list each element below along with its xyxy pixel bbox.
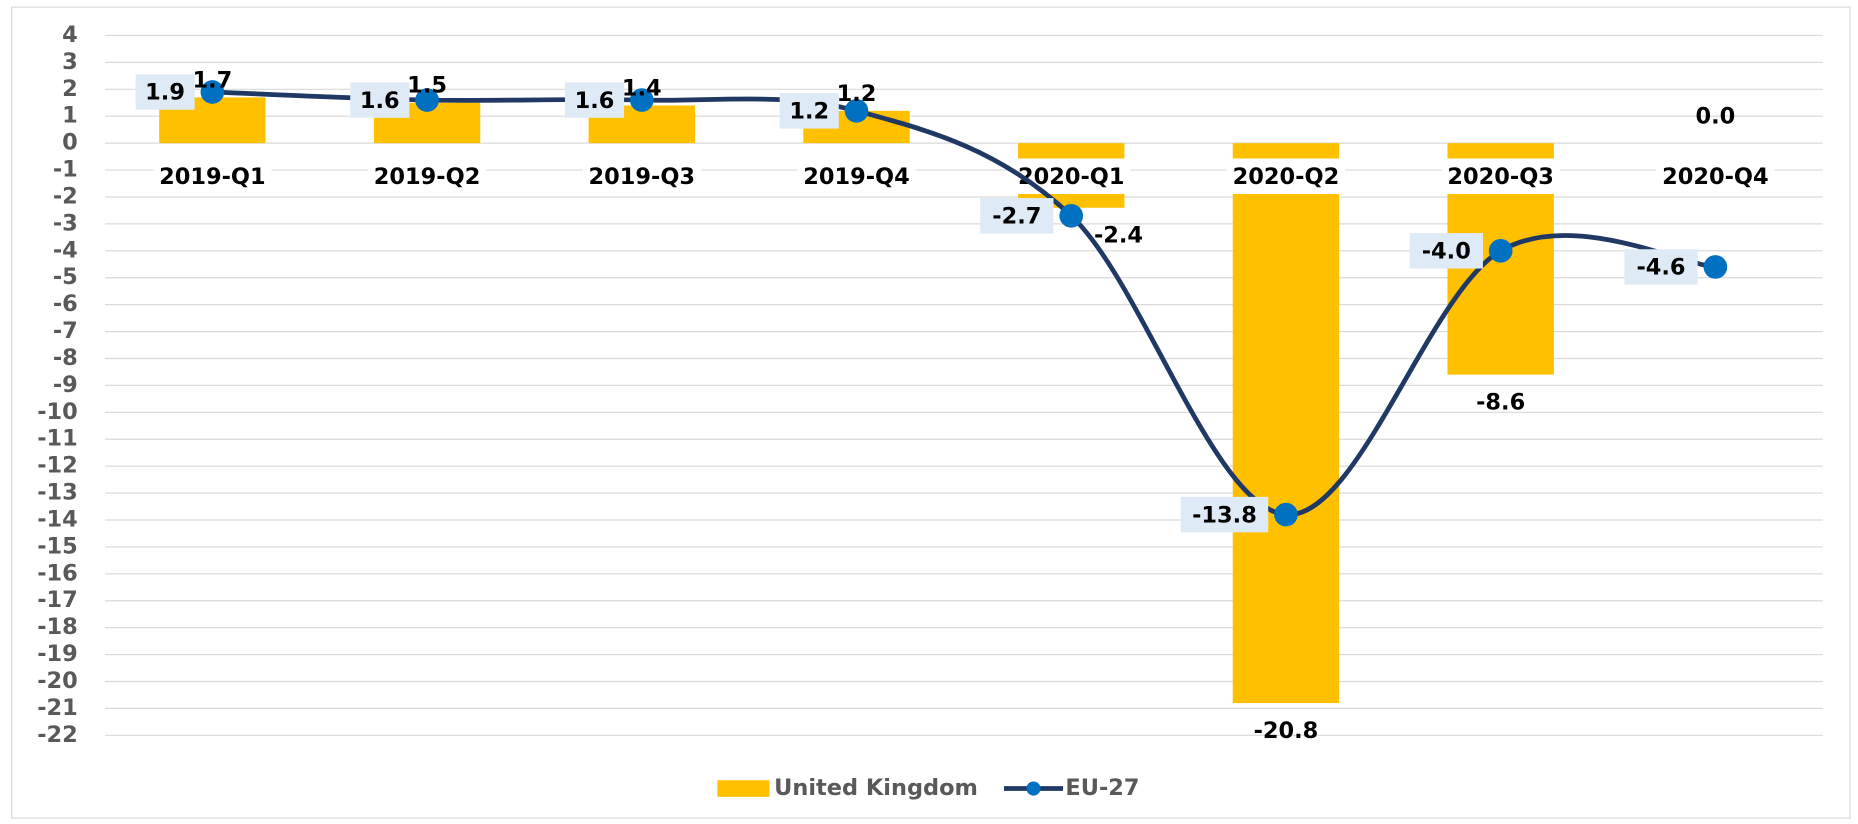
line: [212, 89, 1716, 517]
data-label-box: [564, 82, 625, 118]
data-label-box: [1180, 496, 1269, 533]
legend-label: United Kingdom: [774, 775, 978, 801]
x-tick-label: 2019-Q1: [159, 164, 266, 190]
y-tick-label: -16: [37, 560, 78, 586]
data-label-box: [135, 74, 195, 110]
y-tick-label: -19: [37, 641, 78, 667]
data-label-box: [350, 82, 410, 118]
data-label-box: [980, 198, 1054, 234]
y-tick-label: 4: [62, 22, 78, 48]
line-value-label: 1.6: [575, 88, 615, 114]
category-label-bg: [1226, 158, 1346, 194]
bar-value-label: -20.8: [1254, 718, 1319, 744]
y-tick-label: -22: [37, 722, 78, 748]
y-tick-label: -8: [53, 345, 78, 371]
line-marker: [1274, 502, 1298, 527]
y-tick-label: -6: [53, 291, 78, 317]
data-label-box: [1409, 233, 1483, 269]
y-tick-label: -5: [53, 264, 78, 290]
category-label-bg: [153, 158, 272, 194]
line-marker: [1059, 203, 1084, 228]
line-marker: [200, 80, 225, 104]
bar: [1232, 143, 1340, 704]
x-tick-label: 2019-Q4: [803, 164, 910, 190]
bar-value-label: 1.5: [407, 73, 447, 99]
y-tick-label: -7: [53, 318, 78, 344]
y-tick-label: -11: [37, 426, 78, 452]
data-label-box: [779, 93, 839, 129]
data-label-box: [1624, 249, 1698, 285]
y-tick-label: 3: [62, 49, 78, 75]
category-label-bg: [367, 158, 487, 194]
category-label-bg: [1012, 158, 1131, 194]
y-tick-label: -15: [37, 533, 78, 559]
line-value-label: 1.2: [789, 99, 829, 125]
bar-value-label: 1.7: [192, 67, 232, 93]
x-tick-label: 2020-Q2: [1233, 164, 1340, 190]
y-tick-label: -12: [37, 453, 78, 479]
line-value-label: 1.9: [145, 80, 185, 106]
legend-swatch: [717, 780, 770, 797]
bar-value-label: -2.4: [1094, 223, 1143, 249]
line-marker: [415, 88, 439, 112]
y-tick-label: -14: [37, 506, 78, 532]
x-tick-label: 2020-Q4: [1662, 164, 1769, 190]
line-value-label: 1.6: [360, 88, 400, 114]
y-tick-label: -2: [53, 183, 78, 209]
bar-value-label: 1.4: [622, 75, 662, 101]
line-marker: [629, 88, 654, 112]
category-label-bg: [1656, 158, 1775, 194]
line-marker: [1703, 255, 1728, 279]
y-tick-label: 0: [62, 130, 78, 156]
bar-value-label: 0.0: [1696, 104, 1736, 130]
line-value-label: -2.7: [992, 203, 1041, 229]
line-value-label: -4.0: [1422, 238, 1471, 264]
y-tick-label: -3: [53, 210, 78, 236]
y-tick-label: -21: [37, 695, 78, 721]
y-tick-label: -1: [53, 157, 78, 183]
category-label-bg: [797, 158, 916, 194]
bar-value-label: 1.2: [837, 81, 877, 107]
y-tick-label: -13: [37, 480, 78, 506]
x-tick-label: 2019-Q3: [589, 164, 696, 190]
y-tick-label: -9: [53, 372, 78, 398]
y-tick-label: -17: [37, 587, 78, 613]
legend-label: EU-27: [1065, 775, 1139, 801]
line-value-label: -4.6: [1636, 255, 1685, 281]
y-tick-label: -10: [37, 399, 78, 425]
legend-marker: [1026, 781, 1041, 796]
y-tick-label: 2: [62, 76, 78, 102]
y-tick-label: 1: [62, 103, 78, 129]
line-marker: [844, 99, 869, 123]
line-value-label: -13.8: [1192, 502, 1257, 528]
category-label-bg: [582, 158, 701, 194]
bar-value-label: -8.6: [1476, 390, 1525, 416]
y-tick-label: -4: [53, 237, 78, 263]
y-tick-label: -18: [37, 614, 78, 640]
x-tick-label: 2019-Q2: [374, 164, 481, 190]
x-tick-label: 2020-Q3: [1447, 164, 1554, 190]
line-marker: [1488, 238, 1513, 263]
category-label-bg: [1441, 158, 1560, 194]
y-tick-label: -20: [37, 668, 78, 694]
